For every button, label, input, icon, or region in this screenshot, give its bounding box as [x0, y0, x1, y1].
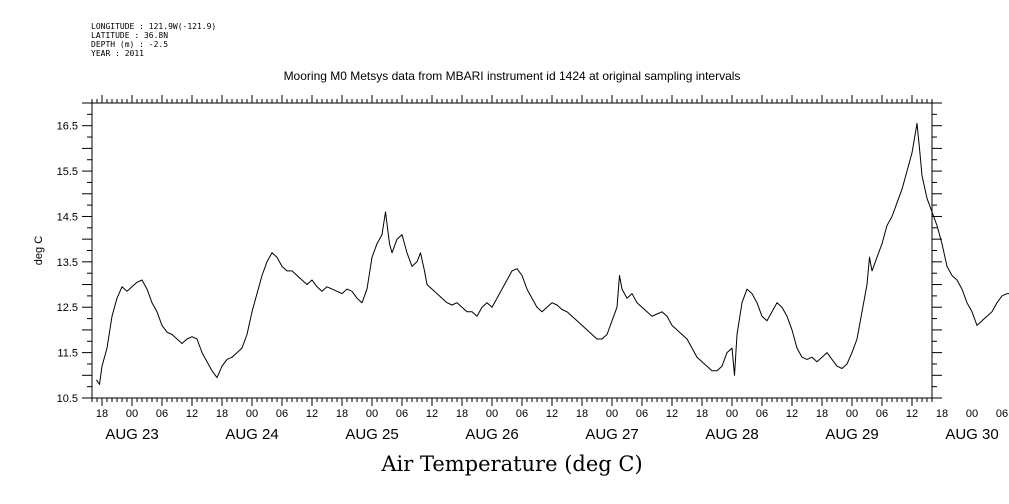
- x-tick-label: 12: [426, 408, 438, 420]
- latitude-text: LATITUDE : 36.8N: [91, 31, 169, 40]
- x-tick-label: 18: [816, 408, 828, 420]
- y-tick-label: 10.5: [57, 393, 78, 405]
- x-tick-label: 00: [246, 408, 258, 420]
- series-line-0: [96, 122, 1009, 385]
- x-tick-label: 06: [396, 408, 408, 420]
- x-tick-label: 06: [996, 408, 1008, 420]
- x-date-label: AUG 27: [585, 426, 638, 443]
- x-tick-label: 12: [666, 408, 678, 420]
- x-tick-label: 18: [456, 408, 468, 420]
- depth-text: DEPTH (m) : -2.5: [91, 40, 169, 49]
- x-date-label: AUG 23: [105, 426, 158, 443]
- x-tick-label: 18: [216, 408, 228, 420]
- x-tick-label: 00: [486, 408, 498, 420]
- x-tick-label: 00: [606, 408, 618, 420]
- metadata-block: LONGITUDE : 121.9W(-121.9) LATITUDE : 36…: [91, 22, 216, 58]
- x-axis-title: Air Temperature (deg C): [381, 452, 643, 476]
- x-tick-label: 06: [516, 408, 528, 420]
- longitude-text: LONGITUDE : 121.9W(-121.9): [91, 22, 217, 31]
- x-tick-label: 12: [306, 408, 318, 420]
- x-tick-label: 12: [786, 408, 798, 420]
- x-tick-label: 12: [906, 408, 918, 420]
- x-date-label: AUG 24: [225, 426, 278, 443]
- x-tick-label: 00: [966, 408, 978, 420]
- y-tick-label: 12.5: [57, 302, 78, 314]
- x-tick-label: 00: [726, 408, 738, 420]
- y-tick-label: 16.5: [57, 121, 78, 133]
- year-text: YEAR : 2011: [91, 49, 144, 58]
- x-tick-label: 00: [846, 408, 858, 420]
- plot-frame: [91, 102, 933, 399]
- y-axis-title: deg C: [33, 236, 45, 265]
- x-tick-label: 06: [756, 408, 768, 420]
- y-tick-label: 15.5: [57, 166, 78, 178]
- x-date-label: AUG 25: [345, 426, 398, 443]
- chart-title: Mooring M0 Metsys data from MBARI instru…: [283, 69, 741, 83]
- y-tick-label: 13.5: [57, 257, 78, 269]
- y-tick-label: 11.5: [57, 348, 78, 360]
- x-tick-label: 00: [366, 408, 378, 420]
- x-tick-label: 18: [936, 408, 948, 420]
- x-tick-label: 06: [876, 408, 888, 420]
- x-tick-label: 18: [336, 408, 348, 420]
- x-tick-label: 18: [576, 408, 588, 420]
- y-tick-label: 14.5: [57, 211, 78, 223]
- x-date-label: AUG 28: [705, 426, 758, 443]
- x-date-label: AUG 29: [825, 426, 878, 443]
- x-tick-label: 12: [546, 408, 558, 420]
- x-date-label: AUG 26: [465, 426, 518, 443]
- x-tick-label: 18: [96, 408, 108, 420]
- x-date-label: AUG 30: [945, 426, 998, 443]
- x-tick-label: 06: [276, 408, 288, 420]
- x-tick-label: 12: [186, 408, 198, 420]
- x-tick-label: 00: [126, 408, 138, 420]
- x-tick-label: 06: [156, 408, 168, 420]
- x-tick-label: 06: [636, 408, 648, 420]
- x-tick-label: 18: [696, 408, 708, 420]
